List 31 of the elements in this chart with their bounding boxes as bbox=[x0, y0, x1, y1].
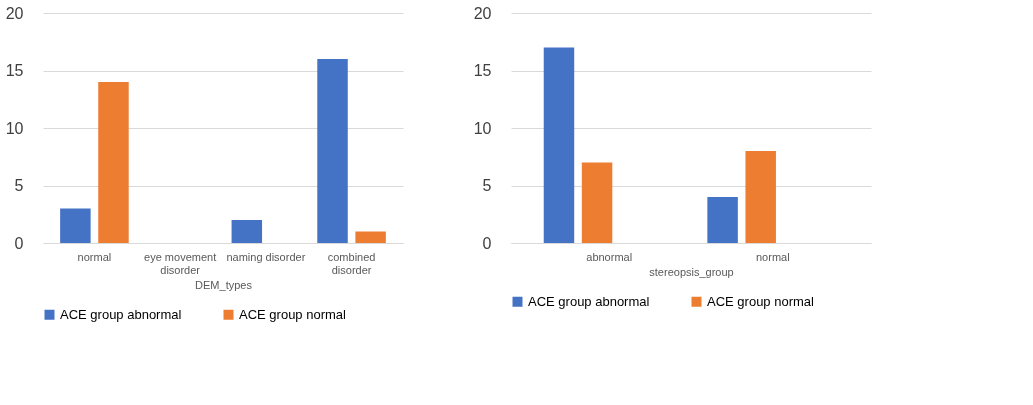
bar bbox=[98, 82, 129, 243]
x-axis-title: DEM_types bbox=[195, 278, 253, 291]
bar bbox=[317, 59, 348, 243]
bar bbox=[745, 151, 776, 243]
bar bbox=[581, 162, 613, 243]
y-tick-label: 10 bbox=[473, 119, 492, 137]
x-tick-label: normal bbox=[77, 250, 112, 263]
y-tick-label: 10 bbox=[5, 119, 24, 137]
bar bbox=[60, 208, 91, 243]
y-tick-label: 20 bbox=[473, 4, 492, 22]
x-tick-label: combined disorder bbox=[327, 250, 376, 276]
y-tick-label: 5 bbox=[482, 177, 492, 194]
x-tick-label: normal bbox=[756, 250, 790, 263]
bar bbox=[707, 197, 738, 243]
bar bbox=[543, 47, 575, 243]
x-tick-label: naming disorder bbox=[226, 250, 306, 263]
y-tick-label: 0 bbox=[14, 234, 24, 252]
y-tick-label: 15 bbox=[473, 62, 492, 79]
legend-label: ACE group normal bbox=[707, 293, 815, 309]
y-tick-label: 0 bbox=[482, 234, 492, 252]
x-tick-label: abnormal bbox=[586, 250, 633, 263]
y-tick-label: 20 bbox=[5, 4, 24, 22]
legend-label: ACE group normal bbox=[239, 306, 347, 322]
x-tick-label: eye movement disorder bbox=[144, 250, 217, 276]
y-tick-label: 15 bbox=[5, 62, 24, 79]
bar bbox=[355, 231, 386, 243]
y-tick-label: 5 bbox=[14, 177, 24, 194]
x-axis-title: stereopsis_group bbox=[649, 265, 734, 278]
legend-label: ACE group abnormal bbox=[60, 306, 182, 322]
bar bbox=[231, 220, 263, 243]
legend-label: ACE group abnormal bbox=[528, 293, 650, 309]
